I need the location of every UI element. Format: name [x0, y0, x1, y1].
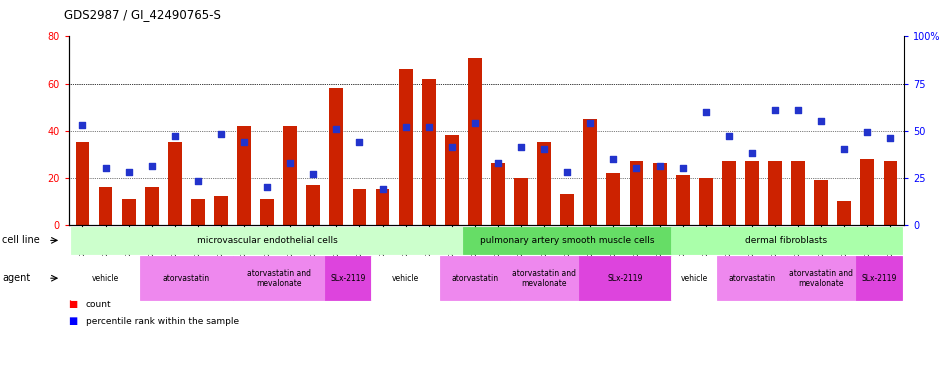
Point: [837, 146, 852, 152]
Point: [744, 150, 760, 156]
Bar: [514, 178, 528, 225]
Point: [121, 169, 136, 175]
Text: pulmonary artery smooth muscle cells: pulmonary artery smooth muscle cells: [480, 236, 654, 245]
Point: [213, 131, 228, 137]
Bar: [560, 194, 574, 225]
Text: GDS2987 / GI_42490765-S: GDS2987 / GI_42490765-S: [64, 8, 221, 21]
Text: atorvastatin: atorvastatin: [728, 274, 775, 283]
Point: [883, 135, 898, 141]
Bar: [676, 175, 690, 225]
Point: [491, 159, 506, 166]
Point: [306, 171, 321, 177]
Bar: [630, 161, 643, 225]
Point: [652, 163, 667, 169]
Point: [399, 124, 414, 130]
Text: vehicle: vehicle: [92, 274, 119, 283]
Bar: [838, 201, 852, 225]
Bar: [168, 142, 181, 225]
Bar: [652, 164, 666, 225]
Text: atorvastatin: atorvastatin: [163, 274, 210, 283]
Bar: [491, 164, 505, 225]
Bar: [884, 161, 898, 225]
Bar: [698, 178, 713, 225]
Bar: [468, 58, 482, 225]
Bar: [814, 180, 828, 225]
Bar: [399, 70, 413, 225]
Text: atorvastatin and
mevalonate: atorvastatin and mevalonate: [246, 268, 311, 288]
Point: [98, 165, 113, 171]
Point: [675, 165, 690, 171]
Point: [583, 120, 598, 126]
Text: atorvastatin and
mevalonate: atorvastatin and mevalonate: [790, 268, 854, 288]
Bar: [584, 119, 597, 225]
Point: [860, 129, 875, 136]
Point: [75, 122, 90, 128]
Point: [606, 156, 621, 162]
Bar: [538, 142, 551, 225]
Point: [629, 165, 644, 171]
Bar: [145, 187, 159, 225]
Bar: [121, 199, 135, 225]
Point: [767, 107, 782, 113]
Text: ■: ■: [69, 299, 78, 309]
Bar: [237, 126, 251, 225]
Point: [167, 133, 182, 139]
Text: ■: ■: [69, 316, 78, 326]
Bar: [768, 161, 782, 225]
Text: microvascular endothelial cells: microvascular endothelial cells: [196, 236, 337, 245]
Text: percentile rank within the sample: percentile rank within the sample: [86, 317, 239, 326]
Point: [191, 178, 206, 184]
Text: count: count: [86, 300, 111, 309]
Point: [814, 118, 829, 124]
Point: [283, 159, 298, 166]
Text: SLx-2119: SLx-2119: [330, 274, 366, 283]
Point: [791, 107, 806, 113]
Bar: [422, 79, 435, 225]
Text: SLx-2119: SLx-2119: [861, 274, 897, 283]
Point: [537, 146, 552, 152]
Point: [721, 133, 736, 139]
Text: atorvastatin: atorvastatin: [451, 274, 498, 283]
Bar: [376, 189, 389, 225]
Point: [259, 184, 274, 190]
Point: [513, 144, 528, 151]
Text: SLx-2119: SLx-2119: [607, 274, 643, 283]
Point: [329, 126, 344, 132]
Point: [352, 139, 367, 145]
Bar: [791, 161, 805, 225]
Point: [237, 139, 252, 145]
Text: dermal fibroblasts: dermal fibroblasts: [745, 236, 827, 245]
Bar: [75, 142, 89, 225]
Point: [375, 186, 390, 192]
Point: [559, 169, 574, 175]
Bar: [283, 126, 297, 225]
Bar: [191, 199, 205, 225]
Point: [144, 163, 159, 169]
Text: agent: agent: [2, 273, 30, 283]
Text: vehicle: vehicle: [681, 274, 708, 283]
Text: cell line: cell line: [2, 235, 39, 245]
Point: [698, 109, 713, 115]
Point: [467, 120, 482, 126]
Text: vehicle: vehicle: [392, 274, 419, 283]
Point: [421, 124, 436, 130]
Bar: [306, 185, 321, 225]
Bar: [745, 161, 759, 225]
Bar: [99, 187, 113, 225]
Bar: [214, 197, 227, 225]
Bar: [860, 159, 874, 225]
Bar: [606, 173, 620, 225]
Bar: [445, 135, 459, 225]
Bar: [352, 189, 367, 225]
Bar: [722, 161, 736, 225]
Text: atorvastatin and
mevalonate: atorvastatin and mevalonate: [512, 268, 576, 288]
Point: [445, 144, 460, 151]
Bar: [330, 88, 343, 225]
Bar: [260, 199, 274, 225]
